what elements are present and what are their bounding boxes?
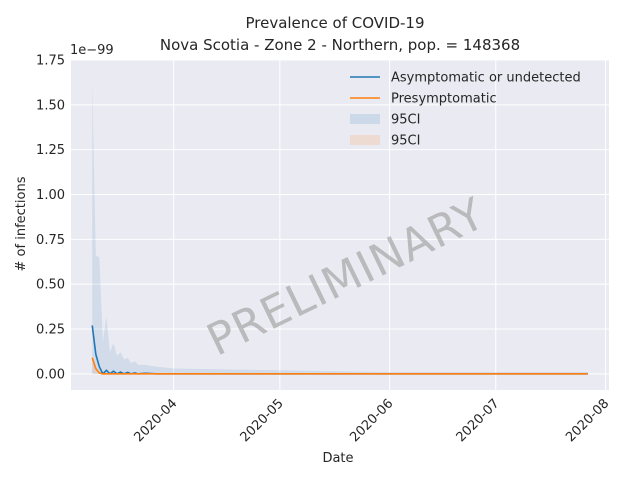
y-tick-labels: 0.00 0.25 0.50 0.75 1.00 1.25 1.50 1.75 [36, 54, 65, 383]
y-tick-label: 0.25 [36, 323, 65, 338]
y-tick-label: 1.25 [36, 143, 65, 158]
y-offset-label: 1e−99 [70, 43, 114, 58]
legend-label: 95CI [391, 113, 420, 128]
legend-label: 95CI [391, 134, 420, 149]
x-axis-label: Date [322, 451, 353, 466]
y-tick-label: 1.50 [36, 98, 65, 113]
plot-background [71, 60, 609, 390]
y-tick-label: 1.00 [36, 188, 65, 203]
y-tick-label: 1.75 [36, 54, 65, 69]
series-lines [91, 325, 588, 375]
series-line-presymptomatic [91, 357, 588, 375]
plot-area: PRELIMINARY [71, 59, 609, 390]
y-tick-label: 0.50 [36, 278, 65, 293]
y-axis-label: # of infections [14, 176, 29, 271]
legend: Asymptomatic or undetected Presymptomatic… [350, 71, 581, 149]
chart-title-line-2: Nova Scotia - Zone 2 - Northern, pop. = … [160, 36, 520, 54]
legend-swatch [350, 135, 380, 145]
legend-label: Asymptomatic or undetected [391, 71, 581, 86]
grid [71, 59, 609, 390]
legend-swatch [350, 114, 380, 124]
legend-label: Presymptomatic [391, 92, 497, 107]
chart-title-line-1: Prevalence of COVID-19 [245, 14, 424, 32]
y-tick-label: 0.00 [36, 367, 65, 382]
y-tick-label: 0.75 [36, 233, 65, 248]
